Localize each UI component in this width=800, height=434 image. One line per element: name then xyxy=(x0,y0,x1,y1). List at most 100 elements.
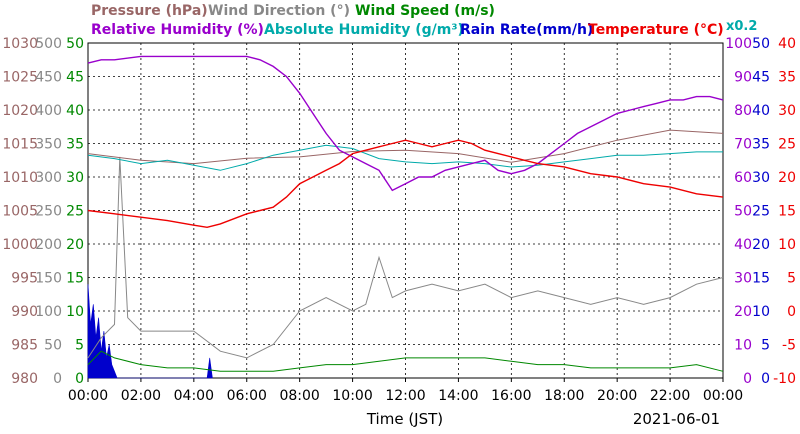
x-tick-label: 18:00 xyxy=(544,388,584,404)
tick-label-pressure: 1025 xyxy=(2,70,38,86)
tick-label-temp: 10 xyxy=(778,237,796,253)
x-axis: 00:00 02:00 04:00 06:00 08:00 10:00 12:00 14:00… xyxy=(68,378,743,404)
tick-label-temp: 0 xyxy=(787,304,796,320)
x-tick-label: 04:00 xyxy=(174,388,214,404)
tick-label-pressure: 1005 xyxy=(2,204,38,220)
tick-label-wind-dir: 400 xyxy=(35,103,62,119)
legend-relative-humidity: Relative Humidity (%) xyxy=(91,22,264,38)
tick-label-wind-speed: 25 xyxy=(66,204,84,220)
tick-label-rh: 90 xyxy=(734,70,752,86)
tick-label-wind-dir: 50 xyxy=(44,338,62,354)
plot-series xyxy=(87,55,724,379)
tick-label-rh: 10 xyxy=(734,338,752,354)
tick-label-wind-dir: 500 xyxy=(35,36,62,52)
tick-label-temp: 40 xyxy=(778,36,796,52)
tick-label-wind-dir: 300 xyxy=(35,170,62,186)
tick-label-wind-dir: 350 xyxy=(35,137,62,153)
tick-label-wind-speed: 5 xyxy=(75,338,84,354)
tick-label-temp: -10 xyxy=(773,371,796,387)
tick-label-wind-speed: 15 xyxy=(66,271,84,287)
tick-label-temp: 25 xyxy=(778,137,796,153)
tick-label-wind-dir: 200 xyxy=(35,237,62,253)
tick-label-rh: 100 xyxy=(725,36,752,52)
tick-label-pressure: 985 xyxy=(11,338,38,354)
tick-label-wind-speed: 30 xyxy=(66,170,84,186)
series-wind-speed xyxy=(87,350,724,372)
tick-label-temp: 35 xyxy=(778,70,796,86)
tick-label-wind-speed: 10 xyxy=(66,304,84,320)
tick-label-temp: 30 xyxy=(778,103,796,119)
tick-label-temp: 5 xyxy=(787,271,796,287)
tick-label-wind-dir: 250 xyxy=(35,204,62,220)
tick-label-pressure: 1010 xyxy=(2,170,38,186)
tick-label-rain: 0 xyxy=(761,371,770,387)
tick-label-pressure: 990 xyxy=(11,304,38,320)
legend-wind-speed: Wind Speed (m/s) xyxy=(355,3,495,19)
tick-label-wind-speed: 45 xyxy=(66,70,84,86)
tick-label-pressure: 1015 xyxy=(2,137,38,153)
x-tick-label: 20:00 xyxy=(597,388,637,404)
tick-label-wind-speed: 20 xyxy=(66,237,84,253)
tick-label-pressure: 1020 xyxy=(2,103,38,119)
tick-label-wind-speed: 50 xyxy=(66,36,84,52)
tick-label-pressure: 1000 xyxy=(2,237,38,253)
tick-label-pressure: 1030 xyxy=(2,36,38,52)
tick-label-temp: -5 xyxy=(782,338,796,354)
x-tick-label: 06:00 xyxy=(227,388,267,404)
tick-label-rh: 40 xyxy=(734,237,752,253)
grid xyxy=(88,43,723,378)
tick-label-rain: 50 xyxy=(752,36,770,52)
legend-absolute-humidity: Absolute Humidity (g/m³) xyxy=(264,22,464,38)
tick-label-wind-speed: 35 xyxy=(66,137,84,153)
date-label: 2021-06-01 xyxy=(633,410,720,428)
ah-scale-note: x0.2 xyxy=(726,19,757,34)
tick-label-rain: 35 xyxy=(752,137,770,153)
tick-label-rh: 80 xyxy=(734,103,752,119)
series-wind-direction xyxy=(87,156,724,359)
legend-wind-direction: Wind Direction (°) xyxy=(208,3,350,19)
series-absolute-humidity xyxy=(87,144,723,171)
tick-label-rain: 20 xyxy=(752,237,770,253)
tick-label-temp: 20 xyxy=(778,170,796,186)
tick-label-rh: 60 xyxy=(734,170,752,186)
x-tick-label: 08:00 xyxy=(279,388,319,404)
tick-label-rain: 45 xyxy=(752,70,770,86)
tick-label-rain: 40 xyxy=(752,103,770,119)
tick-label-rain: 15 xyxy=(752,271,770,287)
tick-label-rh: 50 xyxy=(734,204,752,220)
x-tick-label: 14:00 xyxy=(438,388,478,404)
tick-label-pressure: 995 xyxy=(11,271,38,287)
series-rain-rate xyxy=(87,284,213,379)
legend-pressure: Pressure (hPa) xyxy=(91,3,208,19)
legend-rain-rate: Rain Rate(mm/h) xyxy=(460,22,593,38)
tick-label-rain: 30 xyxy=(752,170,770,186)
x-tick-label: 10:00 xyxy=(332,388,372,404)
tick-label-rain: 5 xyxy=(761,338,770,354)
x-tick-label: 12:00 xyxy=(385,388,425,404)
tick-label-pressure: 980 xyxy=(11,371,38,387)
x-tick-label: 02:00 xyxy=(121,388,161,404)
tick-label-wind-speed: 0 xyxy=(75,371,84,387)
tick-label-wind-dir: 150 xyxy=(35,271,62,287)
x-tick-label: 00:00 xyxy=(68,388,108,404)
series-temperature xyxy=(87,139,724,229)
tick-label-wind-dir: 100 xyxy=(35,304,62,320)
tick-label-rh: 0 xyxy=(743,371,752,387)
x-tick-label: 22:00 xyxy=(650,388,690,404)
tick-label-wind-speed: 40 xyxy=(66,103,84,119)
tick-label-rh: 30 xyxy=(734,271,752,287)
tick-label-temp: 15 xyxy=(778,204,796,220)
tick-label-rh: 70 xyxy=(734,137,752,153)
tick-label-rain: 10 xyxy=(752,304,770,320)
series-pressure xyxy=(87,129,724,165)
x-axis-label: Time (JST) xyxy=(366,410,443,428)
tick-label-rh: 20 xyxy=(734,304,752,320)
x-tick-label: 16:00 xyxy=(491,388,531,404)
legend-row-1: Pressure (hPa) Wind Direction (°) Wind S… xyxy=(91,3,495,19)
series-relative-humidity xyxy=(87,55,724,192)
x-tick-label: 00:00 xyxy=(703,388,743,404)
legend-row-2: Relative Humidity (%) Absolute Humidity … xyxy=(91,19,757,38)
y-axes: 9809859909951000100510101015102010251030… xyxy=(2,36,796,387)
legend-temperature: Temperature (°C) xyxy=(588,22,724,38)
